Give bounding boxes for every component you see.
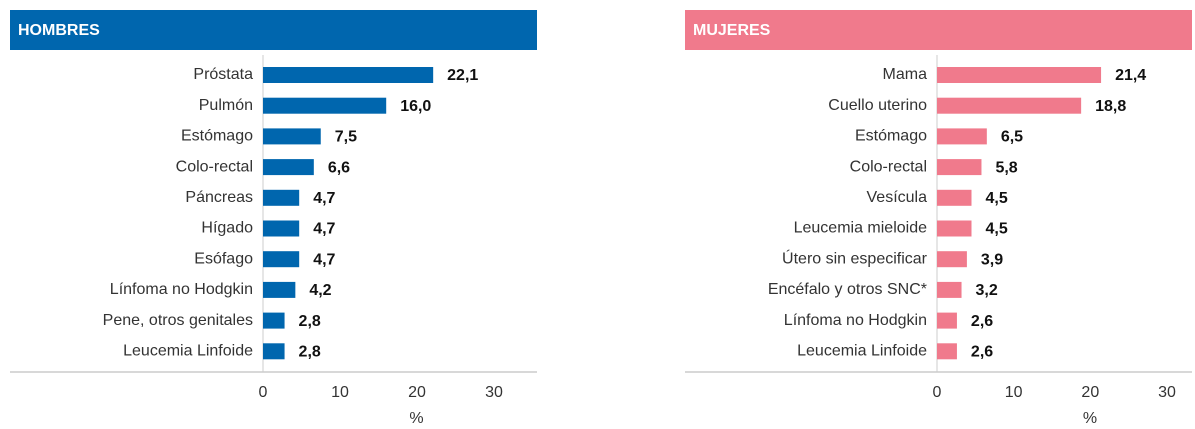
value-label: 2,6 bbox=[971, 313, 993, 330]
category-label: Páncreas bbox=[185, 189, 253, 206]
category-label: Encéfalo y otros SNC* bbox=[768, 281, 927, 298]
category-label: Pulmón bbox=[199, 97, 253, 114]
category-label: Leucemia Linfoide bbox=[797, 343, 927, 360]
value-label: 2,6 bbox=[971, 344, 993, 361]
value-label: 6,6 bbox=[328, 159, 350, 176]
bar bbox=[937, 220, 972, 237]
value-label: 3,9 bbox=[981, 251, 1003, 268]
value-label: 4,5 bbox=[986, 190, 1008, 207]
bar bbox=[263, 67, 434, 83]
value-label: 6,5 bbox=[1001, 129, 1023, 146]
value-label: 5,8 bbox=[995, 159, 1017, 176]
bar bbox=[937, 67, 1102, 83]
x-tick-label: 10 bbox=[1005, 384, 1023, 401]
category-label: Colo-rectal bbox=[850, 158, 927, 175]
category-label: Útero sin especificar bbox=[782, 248, 928, 267]
x-tick-label: 0 bbox=[933, 384, 942, 401]
x-tick-label: 20 bbox=[408, 384, 426, 401]
x-tick-label: 30 bbox=[1158, 384, 1176, 401]
value-label: 3,2 bbox=[976, 282, 998, 299]
value-label: 4,7 bbox=[313, 190, 335, 207]
x-tick-label: 30 bbox=[485, 384, 503, 401]
category-label: Estómago bbox=[181, 128, 253, 145]
bar bbox=[937, 281, 962, 298]
bar bbox=[263, 220, 300, 237]
bar bbox=[263, 159, 314, 176]
value-label: 21,4 bbox=[1115, 67, 1146, 84]
category-label: Leucemia Linfoide bbox=[123, 343, 253, 360]
value-label: 16,0 bbox=[400, 98, 431, 115]
x-tick-label: 20 bbox=[1081, 384, 1099, 401]
bar bbox=[937, 159, 982, 176]
x-tick-label: 10 bbox=[331, 384, 349, 401]
value-label: 7,5 bbox=[335, 129, 357, 146]
x-tick-label: 0 bbox=[259, 384, 268, 401]
bar bbox=[937, 343, 957, 360]
category-label: Leucemia mieloide bbox=[794, 220, 928, 237]
category-label: Línfoma no Hodgkin bbox=[784, 312, 927, 329]
bar bbox=[937, 189, 972, 206]
category-label: Cuello uterino bbox=[828, 97, 927, 114]
value-label: 18,8 bbox=[1095, 98, 1126, 115]
value-label: 4,5 bbox=[986, 221, 1008, 238]
value-label: 22,1 bbox=[447, 67, 478, 84]
bar bbox=[263, 281, 296, 298]
bar bbox=[263, 128, 321, 145]
panel-header bbox=[10, 10, 537, 50]
bar bbox=[263, 97, 387, 114]
category-label: Próstata bbox=[193, 66, 253, 83]
category-label: Hígado bbox=[201, 220, 253, 237]
bar bbox=[263, 251, 300, 268]
category-label: Línfoma no Hodgkin bbox=[110, 281, 253, 298]
panel-header bbox=[685, 10, 1192, 50]
category-label: Estómago bbox=[855, 128, 927, 145]
category-label: Vesícula bbox=[867, 189, 928, 206]
category-label: Pene, otros genitales bbox=[103, 312, 253, 329]
bar bbox=[263, 189, 300, 206]
x-axis-label: % bbox=[1083, 410, 1097, 427]
value-label: 4,7 bbox=[313, 251, 335, 268]
bar bbox=[263, 312, 285, 329]
value-label: 2,8 bbox=[299, 344, 321, 361]
value-label: 4,7 bbox=[313, 221, 335, 238]
x-axis-label: % bbox=[409, 410, 423, 427]
bar bbox=[263, 343, 285, 360]
category-label: Esófago bbox=[194, 250, 253, 267]
value-label: 2,8 bbox=[299, 313, 321, 330]
panel-title: MUJERES bbox=[693, 22, 771, 39]
bar bbox=[937, 97, 1082, 114]
panel-title: HOMBRES bbox=[18, 22, 100, 39]
category-label: Mama bbox=[883, 66, 928, 83]
value-label: 4,2 bbox=[309, 282, 331, 299]
bar bbox=[937, 312, 957, 329]
bar bbox=[937, 128, 987, 145]
bar bbox=[937, 251, 967, 268]
category-label: Colo-rectal bbox=[176, 158, 253, 175]
